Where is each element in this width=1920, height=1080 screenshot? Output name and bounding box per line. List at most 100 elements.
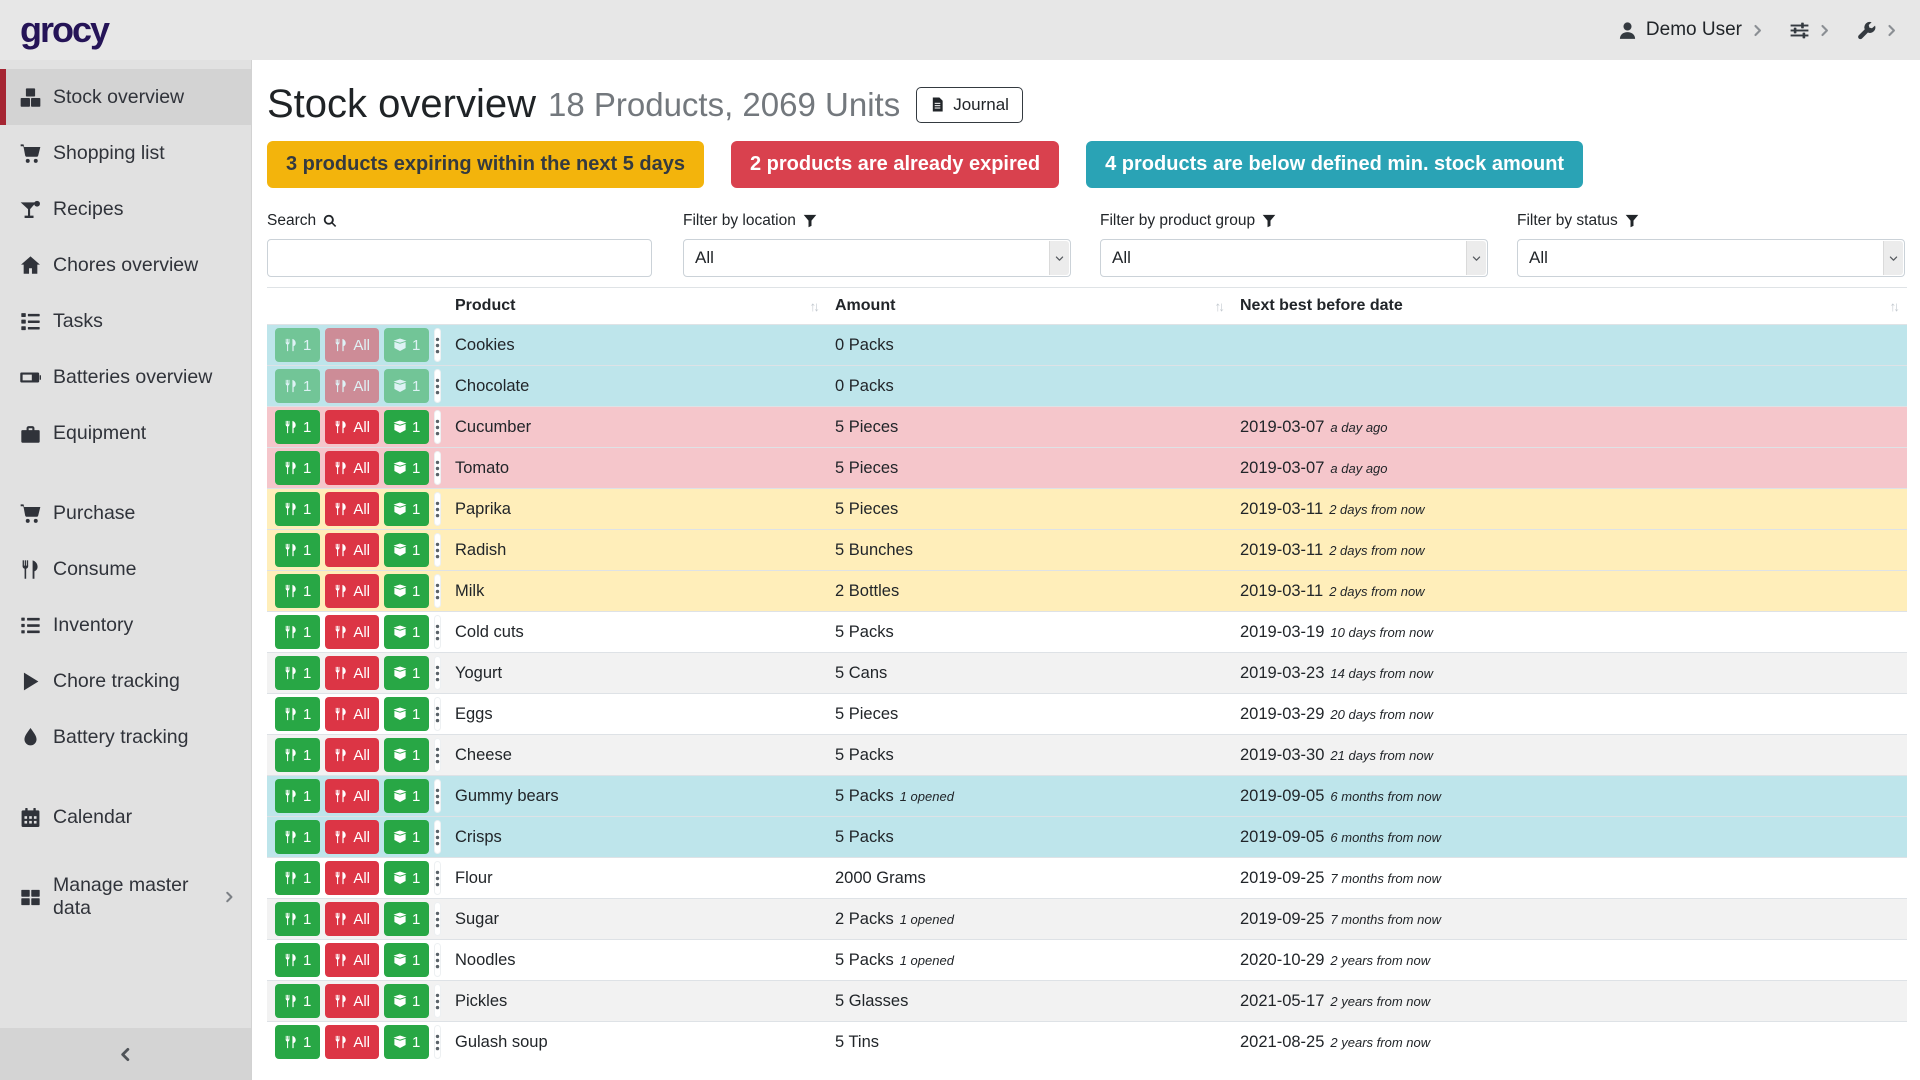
sidebar-item-battery-tracking[interactable]: Battery tracking (0, 709, 251, 765)
consume-one-button[interactable]: 1 (275, 410, 321, 444)
sidebar-item-calendar[interactable]: Calendar (0, 789, 251, 845)
open-one-button[interactable]: 1 (384, 492, 430, 526)
admin-menu[interactable] (1857, 21, 1898, 40)
row-menu-button[interactable] (434, 984, 442, 1018)
open-one-button[interactable]: 1 (384, 451, 430, 485)
open-one-button[interactable]: 1 (384, 902, 430, 936)
row-menu-button[interactable] (434, 1025, 442, 1060)
sidebar-collapse-button[interactable] (0, 1028, 251, 1080)
sidebar-item-batteries-overview[interactable]: Batteries overview (0, 349, 251, 405)
consume-one-button[interactable]: 1 (275, 984, 321, 1018)
product-column-header[interactable]: Product ↑↓ (447, 287, 827, 325)
row-menu-button[interactable] (434, 533, 442, 567)
open-one-button[interactable]: 1 (384, 820, 430, 854)
row-menu-button[interactable] (434, 943, 442, 977)
open-one-button[interactable]: 1 (384, 533, 430, 567)
consume-all-button[interactable]: All (325, 328, 380, 362)
sidebar-item-recipes[interactable]: Recipes (0, 181, 251, 237)
open-one-button[interactable]: 1 (384, 574, 430, 608)
sidebar-item-stock-overview[interactable]: Stock overview (0, 69, 251, 125)
row-menu-button[interactable] (434, 574, 442, 608)
sidebar-item-inventory[interactable]: Inventory (0, 597, 251, 653)
product-group-select[interactable]: All (1100, 239, 1488, 277)
open-one-button[interactable]: 1 (384, 738, 430, 772)
open-one-button[interactable]: 1 (384, 410, 430, 444)
row-menu-button[interactable] (434, 328, 442, 362)
consume-all-button[interactable]: All (325, 492, 380, 526)
consume-all-button[interactable]: All (325, 451, 380, 485)
consume-one-button[interactable]: 1 (275, 492, 321, 526)
consume-one-button[interactable]: 1 (275, 451, 321, 485)
consume-all-button[interactable]: All (325, 984, 380, 1018)
open-one-button[interactable]: 1 (384, 861, 430, 895)
sidebar-item-chore-tracking[interactable]: Chore tracking (0, 653, 251, 709)
consume-one-button[interactable]: 1 (275, 1025, 321, 1060)
consume-one-button[interactable]: 1 (275, 328, 321, 362)
row-menu-button[interactable] (434, 410, 442, 444)
sidebar-item-equipment[interactable]: Equipment (0, 405, 251, 461)
row-menu-button[interactable] (434, 615, 442, 649)
row-menu-button[interactable] (434, 779, 442, 813)
sort-icon[interactable]: ↑↓ (1214, 298, 1225, 314)
row-menu-button[interactable] (434, 902, 442, 936)
app-logo[interactable]: grocy (20, 9, 110, 50)
open-one-button[interactable]: 1 (384, 615, 430, 649)
open-one-button[interactable]: 1 (384, 656, 430, 690)
consume-one-button[interactable]: 1 (275, 738, 321, 772)
summary-badge-info[interactable]: 4 products are below defined min. stock … (1086, 141, 1584, 188)
consume-one-button[interactable]: 1 (275, 533, 321, 567)
consume-all-button[interactable]: All (325, 779, 380, 813)
row-menu-button[interactable] (434, 492, 442, 526)
consume-all-button[interactable]: All (325, 615, 380, 649)
consume-one-button[interactable]: 1 (275, 902, 321, 936)
consume-one-button[interactable]: 1 (275, 656, 321, 690)
settings-menu[interactable] (1790, 21, 1831, 40)
open-one-button[interactable]: 1 (384, 943, 430, 977)
open-one-button[interactable]: 1 (384, 369, 430, 403)
consume-all-button[interactable]: All (325, 902, 380, 936)
consume-one-button[interactable]: 1 (275, 943, 321, 977)
date-column-header[interactable]: Next best before date ↑↓ (1232, 287, 1907, 325)
row-menu-button[interactable] (434, 738, 442, 772)
open-one-button[interactable]: 1 (384, 328, 430, 362)
search-input[interactable] (267, 239, 652, 277)
consume-all-button[interactable]: All (325, 697, 380, 731)
sidebar-item-manage-master-data[interactable]: Manage master data (0, 869, 251, 925)
consume-all-button[interactable]: All (325, 820, 380, 854)
consume-one-button[interactable]: 1 (275, 820, 321, 854)
consume-one-button[interactable]: 1 (275, 615, 321, 649)
status-select[interactable]: All (1517, 239, 1905, 277)
summary-badge-danger[interactable]: 2 products are already expired (730, 141, 1060, 188)
sidebar-item-shopping-list[interactable]: Shopping list (0, 125, 251, 181)
open-one-button[interactable]: 1 (384, 697, 430, 731)
consume-all-button[interactable]: All (325, 861, 380, 895)
journal-button[interactable]: Journal (916, 86, 1023, 123)
consume-all-button[interactable]: All (325, 410, 380, 444)
row-menu-button[interactable] (434, 451, 442, 485)
sidebar-item-chores-overview[interactable]: Chores overview (0, 237, 251, 293)
consume-one-button[interactable]: 1 (275, 369, 321, 403)
consume-one-button[interactable]: 1 (275, 697, 321, 731)
sidebar-item-tasks[interactable]: Tasks (0, 293, 251, 349)
consume-all-button[interactable]: All (325, 369, 380, 403)
open-one-button[interactable]: 1 (384, 984, 430, 1018)
consume-one-button[interactable]: 1 (275, 861, 321, 895)
consume-all-button[interactable]: All (325, 1025, 380, 1060)
consume-all-button[interactable]: All (325, 574, 380, 608)
row-menu-button[interactable] (434, 369, 442, 403)
consume-all-button[interactable]: All (325, 738, 380, 772)
row-menu-button[interactable] (434, 820, 442, 854)
row-menu-button[interactable] (434, 861, 442, 895)
open-one-button[interactable]: 1 (384, 779, 430, 813)
consume-all-button[interactable]: All (325, 943, 380, 977)
sort-icon[interactable]: ↑↓ (1889, 298, 1900, 314)
consume-all-button[interactable]: All (325, 533, 380, 567)
consume-all-button[interactable]: All (325, 656, 380, 690)
sidebar-item-consume[interactable]: Consume (0, 541, 251, 597)
open-one-button[interactable]: 1 (384, 1025, 430, 1060)
location-select[interactable]: All (683, 239, 1071, 277)
sidebar-item-purchase[interactable]: Purchase (0, 485, 251, 541)
row-menu-button[interactable] (434, 697, 442, 731)
consume-one-button[interactable]: 1 (275, 574, 321, 608)
row-menu-button[interactable] (434, 656, 442, 690)
